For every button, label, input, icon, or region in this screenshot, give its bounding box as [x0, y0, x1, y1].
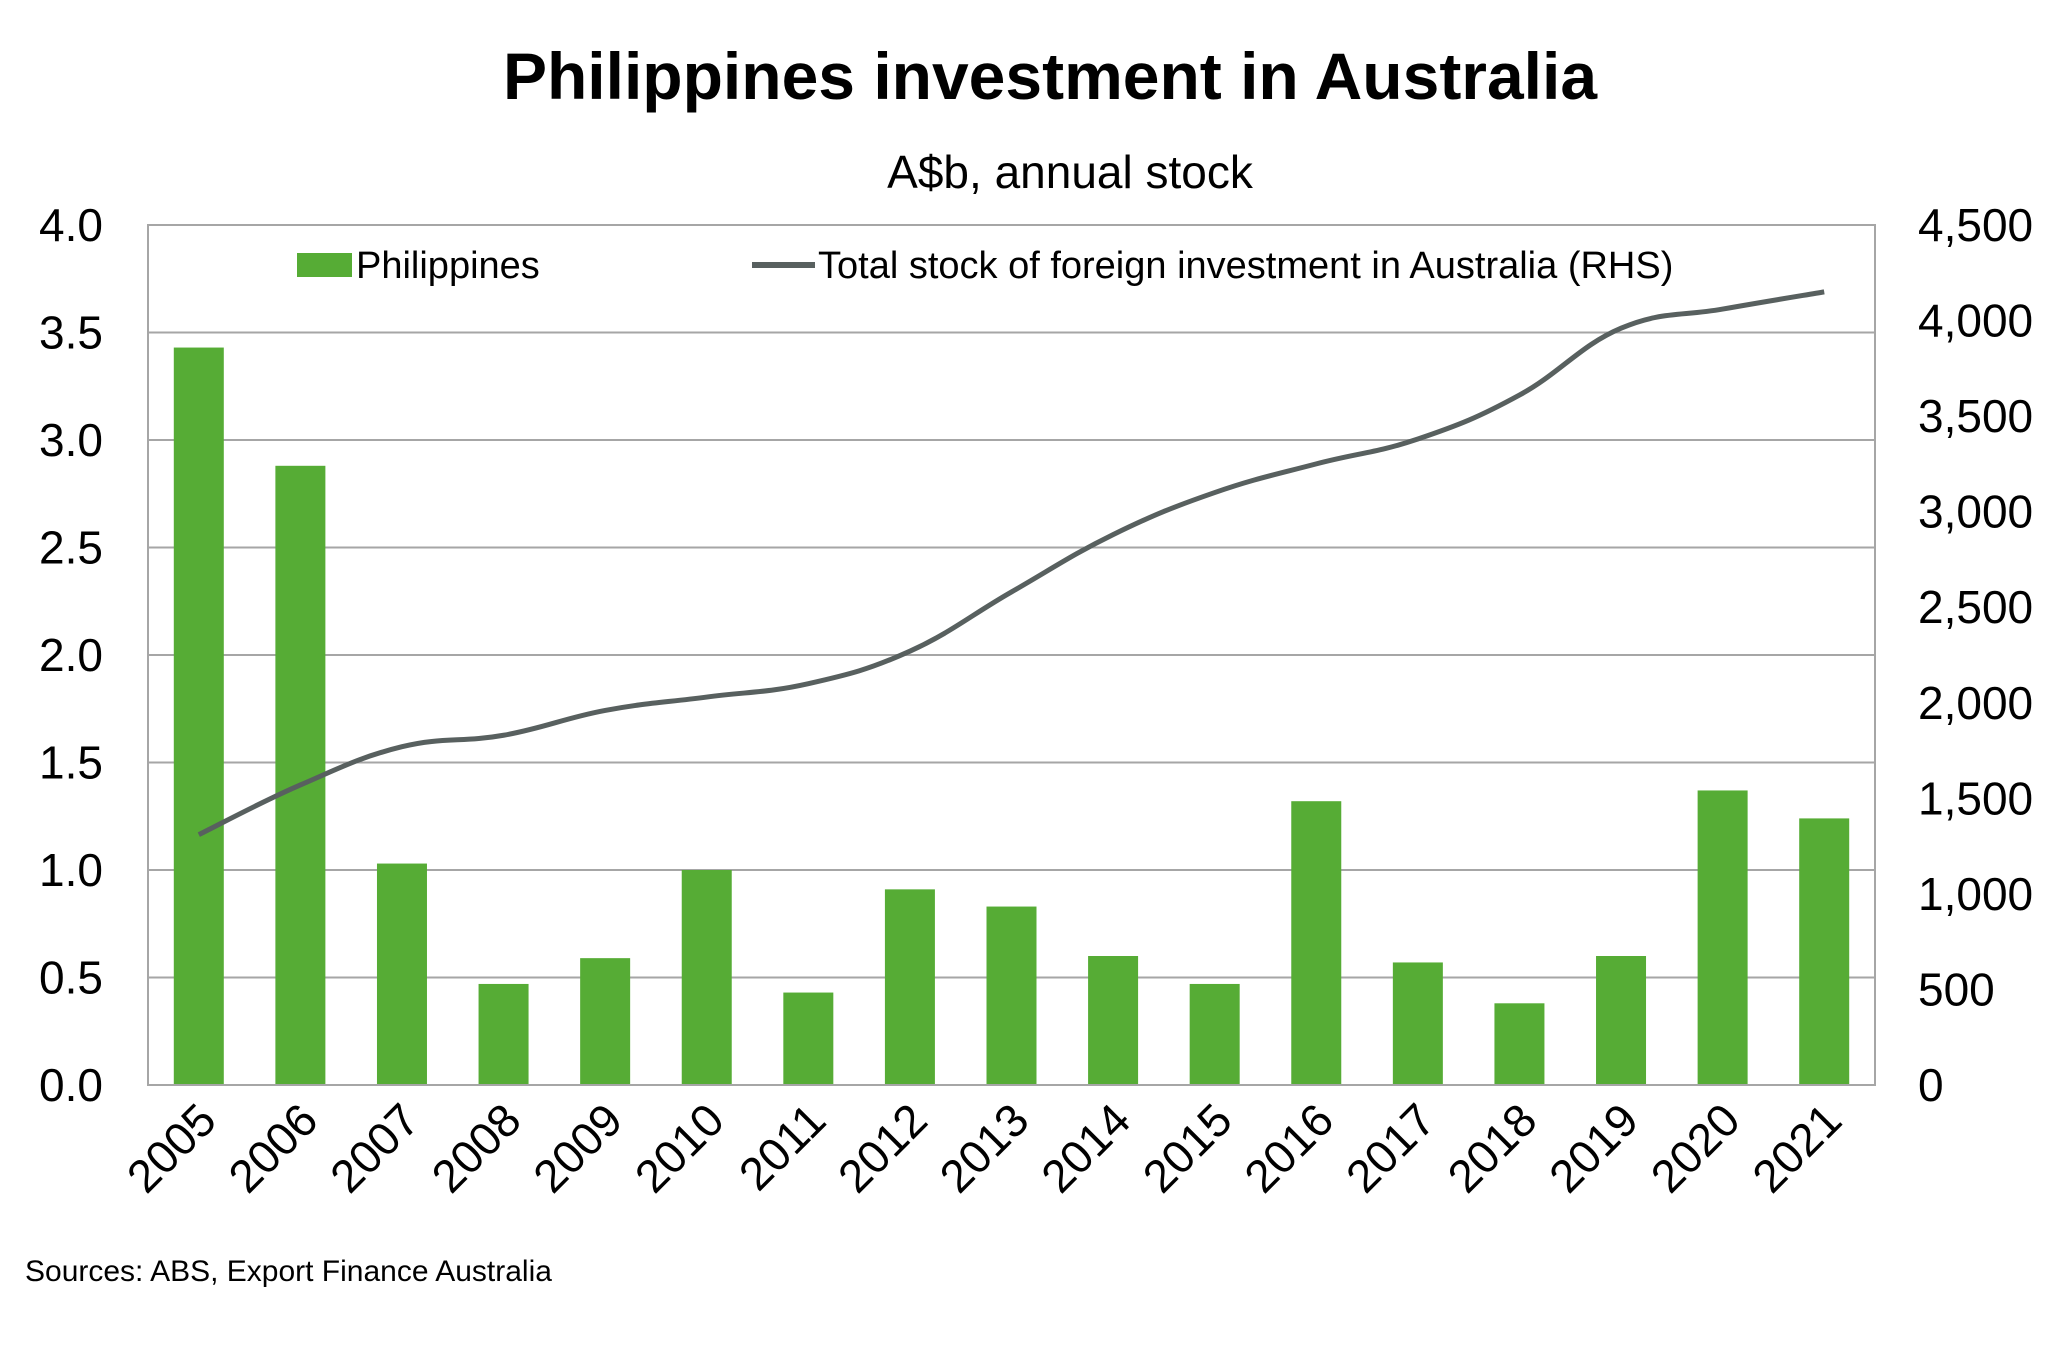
left-tick-label: 1.0	[39, 844, 103, 896]
bar-2010	[681, 870, 732, 1085]
x-axis-ticks: 2005200620072008200920102011201220132014…	[117, 1093, 1852, 1202]
chart-title: Philippines investment in Australia	[502, 39, 1598, 113]
x-tick-label: 2014	[1031, 1093, 1140, 1202]
x-tick-label: 2006	[218, 1093, 327, 1202]
bar-2009	[580, 958, 631, 1085]
bar-2016	[1291, 801, 1342, 1085]
line-total-stock	[197, 289, 1825, 837]
x-tick-label: 2007	[320, 1093, 429, 1202]
bar-2007	[376, 863, 427, 1085]
right-axis-ticks: 0 500 1,000 1,500 2,000 2,500 3,000 3,500 4,000 4…	[1918, 199, 2033, 1111]
left-axis-ticks: 0.0 0.5 1.0 1.5 2.0 2.5 3.0 3.5 4.0	[39, 199, 103, 1111]
bar-2013	[986, 906, 1037, 1085]
bar-2011	[783, 992, 834, 1085]
x-tick-label: 2011	[729, 1093, 836, 1200]
bar-2018	[1494, 1003, 1545, 1085]
x-tick-label: 2015	[1133, 1093, 1242, 1202]
bar-2019	[1596, 956, 1647, 1085]
bar-2012	[884, 889, 935, 1085]
bar-2005	[173, 347, 224, 1085]
bar-2008	[478, 983, 529, 1085]
line-series-total-stock	[197, 289, 1825, 837]
left-tick-label: 3.0	[39, 414, 103, 466]
left-tick-label: 1.5	[39, 737, 103, 789]
x-tick-label: 2020	[1641, 1093, 1750, 1202]
legend-label-philippines: Philippines	[356, 245, 540, 287]
x-tick-label: 2005	[117, 1093, 226, 1202]
chart-subtitle: A$b, annual stock	[887, 146, 1253, 198]
legend: Philippines Total stock of foreign inves…	[297, 245, 1673, 287]
bar-2015	[1189, 983, 1240, 1085]
x-tick-label: 2018	[1437, 1093, 1546, 1202]
right-tick-label: 0	[1918, 1059, 1944, 1111]
x-tick-label: 2016	[1234, 1093, 1343, 1202]
plot-area-frame	[147, 224, 1876, 1086]
legend-label-total-stock: Total stock of foreign investment in Aus…	[818, 245, 1673, 287]
right-tick-label: 4,500	[1918, 199, 2033, 251]
x-tick-label: 2021	[1742, 1093, 1851, 1202]
right-tick-label: 2,000	[1918, 677, 2033, 729]
x-tick-label: 2012	[828, 1093, 937, 1202]
legend-swatch-philippines	[297, 253, 352, 277]
x-tick-label: 2010	[625, 1093, 734, 1202]
left-tick-label: 0.0	[39, 1059, 103, 1111]
left-tick-label: 2.0	[39, 629, 103, 681]
x-tick-label: 2008	[421, 1093, 530, 1202]
bar-2014	[1088, 956, 1139, 1085]
right-tick-label: 3,500	[1918, 390, 2033, 442]
x-tick-label: 2017	[1336, 1093, 1445, 1202]
bar-2021	[1799, 818, 1850, 1085]
right-tick-label: 1,500	[1918, 772, 2033, 824]
source-note: Sources: ABS, Export Finance Australia	[25, 1255, 552, 1288]
left-tick-label: 2.5	[39, 522, 103, 574]
right-tick-label: 3,000	[1918, 486, 2033, 538]
bar-2017	[1392, 962, 1443, 1085]
right-tick-label: 2,500	[1918, 581, 2033, 633]
left-tick-label: 0.5	[39, 952, 103, 1004]
right-tick-label: 500	[1918, 963, 1995, 1015]
right-tick-label: 4,000	[1918, 295, 2033, 347]
x-tick-label: 2019	[1539, 1093, 1648, 1202]
right-tick-label: 1,000	[1918, 868, 2033, 920]
bar-2020	[1697, 790, 1748, 1085]
x-tick-label: 2009	[523, 1093, 632, 1202]
left-tick-label: 4.0	[39, 199, 103, 251]
left-tick-label: 3.5	[39, 307, 103, 359]
x-tick-label: 2013	[929, 1093, 1038, 1202]
bar-series-philippines	[173, 347, 1850, 1085]
